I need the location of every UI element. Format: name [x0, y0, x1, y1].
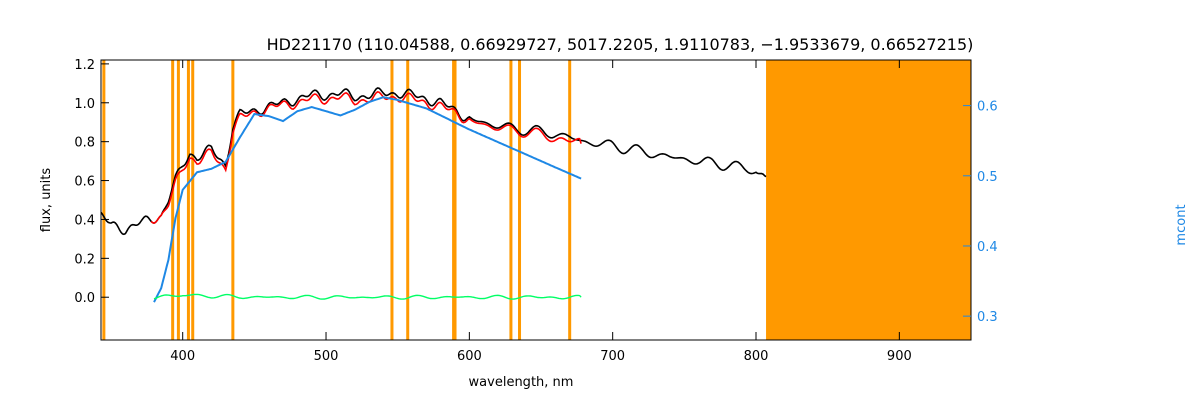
masked-line [518, 60, 522, 340]
masked-line [406, 60, 410, 340]
plot-frame [100, 59, 972, 341]
y2-tick-label: 0.6 [977, 100, 998, 115]
y-tick-label: 0.4 [74, 213, 95, 228]
masked-line [176, 60, 180, 340]
x-tick-label: 600 [457, 349, 482, 364]
continuum-series [153, 96, 582, 303]
y2-tick-label: 0.3 [977, 310, 998, 325]
y2-tick-label: 0.5 [977, 170, 998, 185]
residual-line [153, 293, 582, 300]
y-tick-label: 0.2 [74, 252, 95, 267]
x-tick-label: 500 [314, 349, 339, 364]
masked-region [766, 60, 971, 340]
masked-line [453, 60, 457, 340]
masked-line [102, 60, 106, 340]
y-tick-label: 0.0 [74, 291, 95, 306]
continuum-line [153, 96, 582, 303]
residual-series [153, 293, 582, 300]
observed-line [100, 87, 767, 236]
model-series [150, 91, 582, 224]
masked-line [186, 60, 190, 340]
y-axis-label: flux, units [39, 168, 54, 233]
masked-line [231, 60, 235, 340]
observed-series [100, 87, 767, 236]
masked-line [509, 60, 513, 340]
masked-line [390, 60, 394, 340]
y-tick-label: 1.2 [74, 58, 95, 73]
y2-axis-label: mcont [1174, 204, 1189, 245]
y-tick-label: 0.6 [74, 175, 95, 190]
y-tick-label: 0.8 [74, 136, 95, 151]
masked-line [568, 60, 572, 340]
y-tick-label: 1.0 [74, 97, 95, 112]
x-tick-label: 900 [887, 349, 912, 364]
masked-line [171, 60, 175, 340]
x-tick-label: 400 [170, 349, 195, 364]
masked-line [191, 60, 195, 340]
x-axis-label: wavelength, nm [469, 375, 574, 390]
x-tick-label: 700 [600, 349, 625, 364]
model-line [150, 91, 582, 224]
y2-tick-label: 0.4 [977, 240, 998, 255]
chart-title: HD221170 (110.04588, 0.66929727, 5017.22… [267, 35, 974, 54]
x-tick-label: 800 [744, 349, 769, 364]
